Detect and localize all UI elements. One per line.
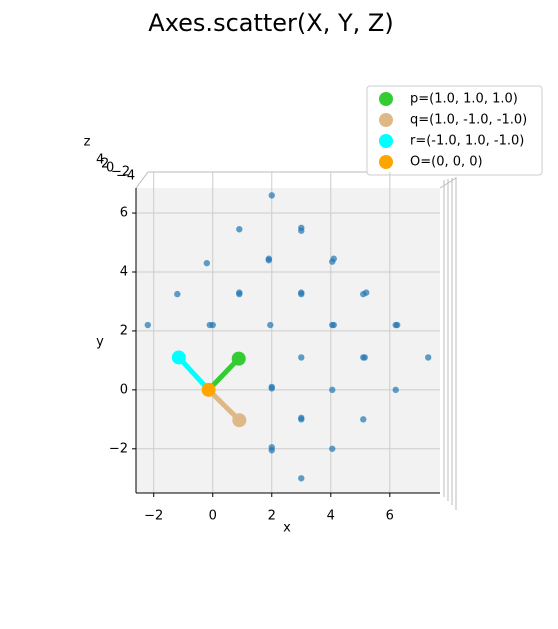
vector bbox=[176, 355, 211, 392]
y-tick-label: 4 bbox=[120, 264, 128, 279]
point bbox=[267, 321, 274, 329]
y-axis-label: y bbox=[96, 335, 104, 350]
vector bbox=[206, 388, 242, 422]
point bbox=[174, 290, 181, 298]
point bbox=[144, 321, 152, 329]
chart-title: Axes.scatter(X, Y, Z) bbox=[148, 9, 393, 37]
z-tick-label: 0 bbox=[106, 161, 114, 176]
x-tick-label: 4 bbox=[327, 509, 335, 524]
point bbox=[424, 354, 432, 361]
point bbox=[203, 259, 211, 267]
point bbox=[329, 445, 336, 452]
x-tick-label: −2 bbox=[144, 509, 163, 524]
legend-label: r=(-1.0, 1.0, -1.0) bbox=[410, 134, 524, 149]
z-tick-label: 2 bbox=[101, 157, 109, 172]
x-axis-label: x bbox=[283, 521, 291, 536]
legend-label: O=(0, 0, 0) bbox=[410, 155, 483, 170]
legend bbox=[366, 85, 543, 176]
point bbox=[268, 447, 275, 454]
point bbox=[298, 227, 305, 234]
legend-label: q=(1.0, -1.0, -1.0) bbox=[410, 113, 527, 128]
legend-marker bbox=[379, 92, 393, 106]
point bbox=[392, 386, 399, 394]
point bbox=[209, 321, 216, 329]
z-tick-label: −4 bbox=[116, 169, 135, 184]
legend-marker bbox=[379, 155, 393, 169]
y-tick-label: −2 bbox=[109, 441, 128, 456]
vector bbox=[206, 356, 241, 392]
point bbox=[298, 475, 305, 482]
point bbox=[298, 354, 305, 361]
point bbox=[265, 256, 273, 264]
point bbox=[268, 192, 275, 199]
z-tick-label: −2 bbox=[111, 165, 130, 180]
point bbox=[298, 416, 305, 423]
point bbox=[236, 226, 243, 233]
z-axis-label: z bbox=[84, 135, 91, 150]
legend-label: p=(1.0, 1.0, 1.0) bbox=[410, 92, 518, 107]
z-tick-label: 4 bbox=[96, 153, 104, 168]
y-tick-label: 0 bbox=[120, 382, 128, 397]
vector-marker bbox=[231, 351, 246, 366]
x-tick-label: 6 bbox=[386, 509, 394, 524]
vector-marker bbox=[171, 350, 186, 365]
y-tick-label: 6 bbox=[120, 206, 128, 221]
legend-marker bbox=[379, 134, 393, 148]
vector-marker bbox=[201, 382, 216, 397]
vector-marker bbox=[232, 413, 247, 428]
point bbox=[361, 354, 368, 361]
point bbox=[329, 258, 336, 265]
point bbox=[394, 321, 401, 329]
x-tick-label: 0 bbox=[209, 509, 217, 524]
point bbox=[298, 290, 305, 298]
y-tick-label: 2 bbox=[120, 323, 128, 338]
point bbox=[360, 416, 367, 423]
pane bbox=[136, 188, 440, 493]
point bbox=[268, 385, 275, 392]
point bbox=[330, 321, 337, 329]
x-tick-label: 2 bbox=[268, 509, 276, 524]
legend-marker bbox=[379, 113, 393, 127]
point bbox=[329, 386, 336, 394]
pane-edges bbox=[135, 171, 457, 510]
point bbox=[363, 289, 370, 296]
point bbox=[236, 290, 243, 298]
